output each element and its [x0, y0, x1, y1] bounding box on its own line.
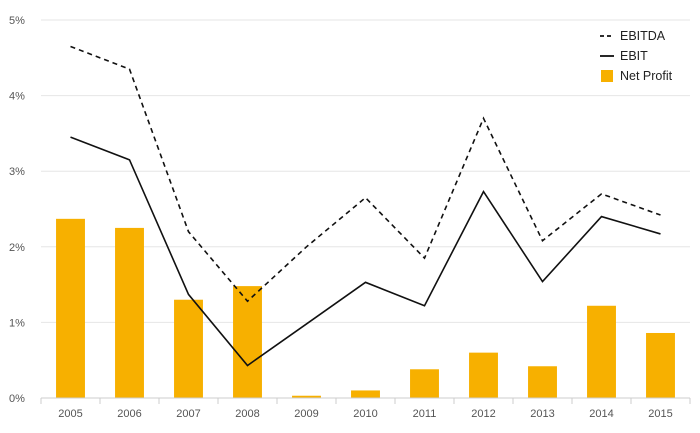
bars-layer	[56, 218, 675, 398]
bar-net-profit	[528, 366, 557, 398]
legend-label-ebitda: EBITDA	[620, 29, 666, 43]
bar-net-profit	[646, 332, 675, 398]
legend-label-net-profit: Net Profit	[620, 69, 673, 83]
legend-swatch-net-profit	[601, 70, 613, 82]
bar-net-profit	[174, 299, 203, 398]
bar-net-profit	[587, 305, 616, 398]
axis-layer: 0% 1% 2% 3% 4% 5% 2005 2006 2007 2008 2009 2010 2011…	[9, 15, 691, 420]
bar-net-profit	[351, 390, 380, 398]
bar-net-profit	[115, 227, 144, 398]
x-tick-label: 2009	[294, 408, 318, 420]
x-tick-label: 2013	[530, 408, 554, 420]
y-tick-label: 5%	[9, 15, 25, 27]
x-tick-label: 2015	[648, 408, 672, 420]
x-tick-label: 2006	[117, 408, 141, 420]
bar-net-profit	[56, 218, 85, 398]
x-tick-label: 2008	[235, 408, 259, 420]
legend-label-ebit: EBIT	[620, 49, 648, 63]
bar-net-profit	[292, 395, 321, 398]
line-ebitda	[70, 45, 661, 303]
bar-net-profit	[410, 369, 439, 398]
y-tick-label: 2%	[9, 242, 25, 254]
bar-net-profit	[469, 352, 498, 398]
bar-net-profit	[233, 286, 262, 398]
y-tick-label: 4%	[9, 91, 25, 103]
x-tick-label: 2012	[471, 408, 495, 420]
lines-layer	[70, 45, 661, 367]
line-ebit	[70, 136, 661, 367]
grid-layer	[41, 19, 690, 323]
legend: EBITDA EBIT Net Profit	[600, 29, 673, 83]
x-tick-label: 2005	[58, 408, 82, 420]
y-tick-label: 3%	[9, 166, 25, 178]
x-tick-label: 2014	[589, 408, 613, 420]
y-tick-label: 1%	[9, 317, 25, 329]
x-tick-label: 2010	[353, 408, 377, 420]
x-tick-label: 2007	[176, 408, 200, 420]
y-tick-label: 0%	[9, 393, 25, 405]
x-tick-label: 2011	[413, 408, 437, 420]
